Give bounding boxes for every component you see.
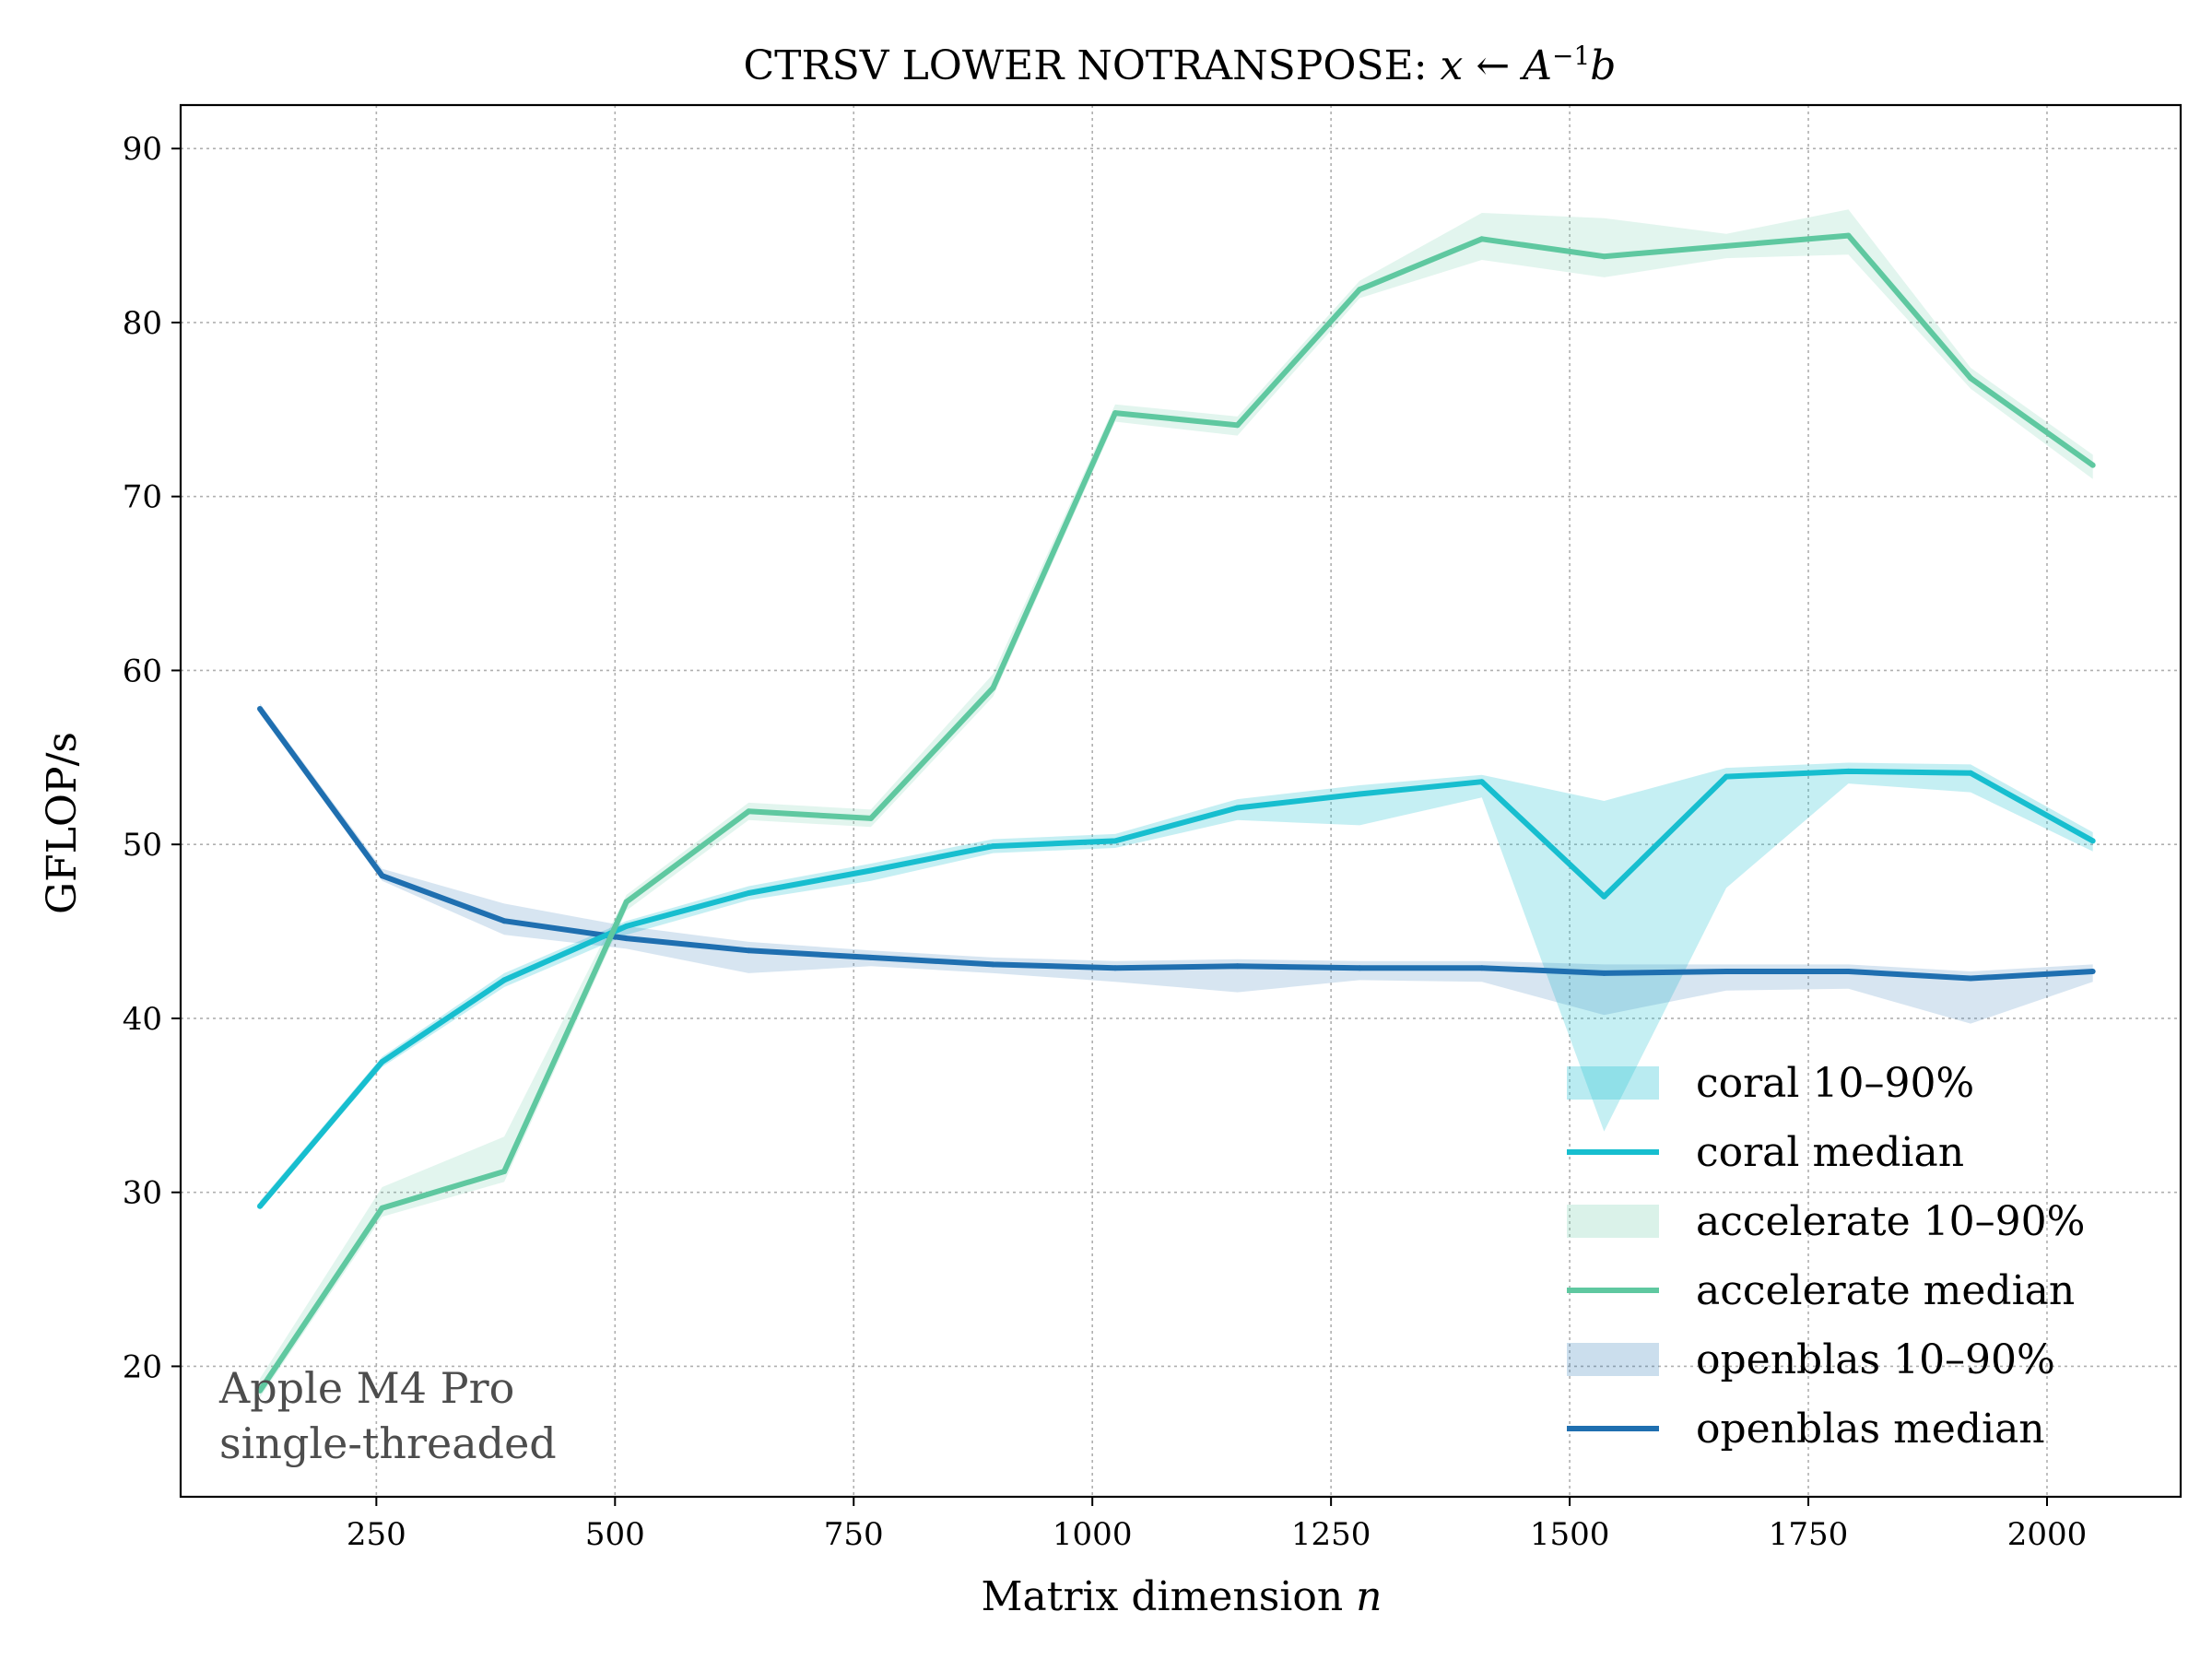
openblas-median-point [1601, 970, 1607, 976]
openblas-median-point [623, 935, 629, 942]
legend-label: accelerate median [1696, 1267, 2075, 1314]
y-tick-label: 60 [123, 653, 162, 689]
legend-band-swatch [1567, 1343, 1659, 1376]
openblas-median-point [1357, 965, 1363, 971]
y-axis-ticks: 20 30 40 50 60 70 80 90 [123, 131, 181, 1385]
openblas-median-point [257, 706, 263, 712]
coral-median-point [867, 867, 874, 874]
accelerate-median-point [1724, 242, 1729, 249]
openblas-median-point [990, 961, 996, 968]
coral-median-point [623, 923, 629, 929]
accelerate-median-point [623, 899, 629, 905]
openblas-median-point [1845, 969, 1852, 974]
legend-item-accelerate-band: accelerate 10–90% [1567, 1198, 2085, 1245]
coral-median-point [1845, 768, 1852, 774]
legend-label: coral 10–90% [1696, 1060, 1974, 1107]
legend-label: openblas 10–90% [1696, 1336, 2055, 1383]
grid [181, 105, 2181, 1497]
legend-band-swatch [1567, 1066, 1659, 1100]
x-tick-label: 750 [824, 1516, 884, 1553]
x-axis-ticks: 250 500 750 1000 1250 1500 1750 2000 [347, 1497, 2087, 1553]
openblas-median-point [1112, 965, 1118, 971]
y-tick-label: 40 [123, 1001, 162, 1038]
percentile-bands [260, 209, 2093, 1398]
y-tick-label: 20 [123, 1348, 162, 1385]
coral-median-point [1478, 779, 1485, 785]
accelerate-median-point [1601, 253, 1607, 260]
y-tick-label: 90 [123, 131, 162, 168]
legend: coral 10–90% coral median accelerate 10–90… [1567, 1060, 2085, 1453]
accelerate-median-point [746, 808, 752, 815]
y-tick-label: 30 [123, 1175, 162, 1212]
coral-median-point [257, 1203, 263, 1209]
accelerate-median-point [1357, 287, 1363, 293]
x-tick-label: 1750 [1769, 1516, 1849, 1553]
y-tick-label: 80 [123, 305, 162, 342]
x-axis-label: Matrix dimension n [981, 1573, 1382, 1620]
coral-median-point [1357, 791, 1363, 797]
accelerate-median-point [2089, 462, 2096, 468]
coral-median-point [1724, 773, 1729, 780]
coral-median-point [1234, 805, 1241, 811]
x-tick-label: 1500 [1530, 1516, 1610, 1553]
x-tick-label: 2000 [2007, 1516, 2088, 1553]
coral-band [260, 762, 2093, 1210]
y-axis-label: GFLOP/s [39, 732, 86, 914]
accelerate-median-point [1478, 236, 1485, 242]
coral-median-line [257, 768, 2095, 1208]
annotation-line-1: Apple M4 Pro [218, 1363, 514, 1413]
median-lines [257, 232, 2096, 1394]
coral-median-point [990, 843, 996, 850]
accelerate-median-line [257, 232, 2095, 1393]
coral-median-point [501, 977, 508, 983]
openblas-median-point [867, 954, 874, 960]
legend-item-openblas-band: openblas 10–90% [1567, 1336, 2055, 1383]
annotation-line-2: single-threaded [219, 1418, 557, 1468]
openblas-median-line [257, 707, 2093, 982]
openblas-median-point [501, 918, 508, 924]
accelerate-median-point [1968, 375, 1974, 382]
accelerate-median-point [990, 685, 996, 691]
accelerate-median-point [257, 1387, 263, 1394]
openblas-band [260, 703, 2093, 1024]
accelerate-median-point [379, 1205, 385, 1211]
coral-median-point [379, 1059, 385, 1065]
hardware-annotation: Apple M4 Pro single-threaded [218, 1363, 557, 1468]
coral-median-point [746, 890, 752, 896]
x-tick-label: 250 [347, 1516, 406, 1553]
openblas-median-point [2089, 969, 2096, 974]
y-tick-label: 70 [123, 479, 162, 516]
openblas-median-point [1968, 975, 1974, 982]
x-tick-label: 500 [585, 1516, 645, 1553]
coral-median-point [1601, 893, 1607, 900]
accelerate-median-point [867, 815, 874, 821]
accelerate-median-point [1234, 422, 1241, 429]
plot-frame [179, 103, 2183, 1499]
legend-label: accelerate 10–90% [1696, 1198, 2085, 1245]
openblas-median-point [379, 873, 385, 879]
legend-item-coral-line: coral median [1567, 1129, 1964, 1176]
legend-item-accelerate-line: accelerate median [1567, 1267, 2075, 1314]
openblas-median-point [1724, 969, 1729, 974]
openblas-median-point [1234, 963, 1241, 970]
openblas-median-point [746, 947, 752, 954]
accelerate-median-point [1112, 410, 1118, 417]
x-tick-label: 1000 [1053, 1516, 1133, 1553]
coral-median-point [2089, 838, 2096, 844]
chart-title: CTRSV LOWER NOTRANSPOSE: x ← A−1b [744, 41, 1617, 89]
accelerate-median-point [501, 1169, 508, 1174]
coral-median-point [1112, 838, 1118, 844]
x-tick-label: 1250 [1291, 1516, 1371, 1553]
openblas-median-point [1478, 965, 1485, 971]
legend-label: coral median [1696, 1129, 1964, 1176]
legend-band-swatch [1567, 1205, 1659, 1238]
accelerate-median-point [1845, 232, 1852, 239]
legend-item-coral-band: coral 10–90% [1567, 1060, 1974, 1107]
coral-median-point [1968, 770, 1974, 776]
legend-label: openblas median [1696, 1406, 2045, 1453]
y-tick-label: 50 [123, 827, 162, 864]
legend-item-openblas-line: openblas median [1567, 1406, 2045, 1453]
